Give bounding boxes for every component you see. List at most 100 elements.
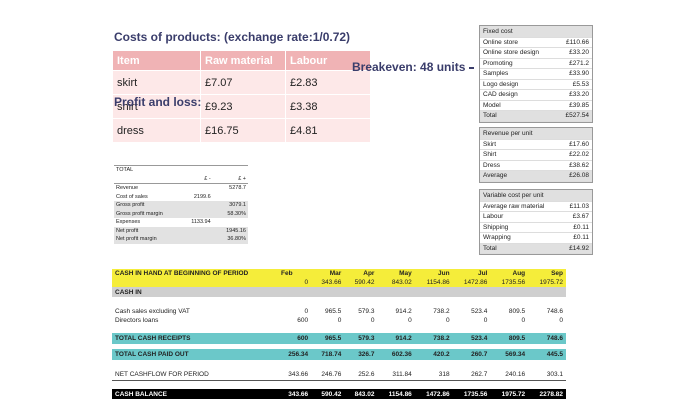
revenue-heading: Revenue per unit	[480, 128, 592, 140]
pl-label: Net profit margin	[114, 235, 178, 244]
revenue-label: Skirt	[480, 139, 541, 150]
fixed-cost-heading: Fixed cost	[480, 26, 592, 38]
month-apr: Apr	[344, 269, 378, 278]
sales-value: 579.3	[358, 308, 375, 315]
pl-plus: 58.30%	[212, 209, 248, 218]
net-cashflow-label: NET CASHFLOW FOR PERIOD	[112, 369, 278, 381]
sales-value: 809.5	[508, 308, 526, 315]
sales-value: 748.6	[546, 308, 563, 315]
receipts-value: 809.5	[490, 333, 529, 344]
net-value: 318	[414, 369, 453, 381]
pl-label: Revenue	[114, 183, 178, 193]
pl-minus	[178, 201, 213, 210]
receipts-value: 748.6	[528, 333, 566, 344]
blank-cell	[278, 287, 566, 297]
col-header-raw-material: Raw material	[200, 51, 286, 71]
pl-plus: 1945.16	[212, 226, 248, 235]
table-row: skirt £7.07 £2.83	[113, 70, 371, 95]
receipts-value: 914.2	[377, 333, 415, 344]
month-mar: Mar	[311, 269, 345, 278]
balance-value: 1735.56	[452, 389, 491, 399]
fixed-value: £33.20	[555, 47, 592, 59]
costs-title: Costs of products: (exchange rate:1/0.72…	[114, 30, 351, 44]
pl-plus	[213, 218, 248, 227]
cell-raw: £9.23	[200, 94, 286, 119]
variable-label: Average raw material	[480, 201, 561, 212]
balance-value: 1472.86	[414, 389, 453, 399]
revenue-per-unit-box: Revenue per unit Skirt £17.60 Shirt £22.02…	[479, 127, 593, 183]
opening-value: 1735.56	[490, 278, 529, 287]
paid-out-label: TOTAL CASH PAID OUT	[112, 349, 278, 360]
variable-value: £0.11	[560, 222, 592, 233]
variable-label: Labour	[480, 211, 561, 223]
fixed-label: Model	[480, 100, 556, 111]
balance-value: 343.66	[278, 389, 312, 399]
variable-value: £3.67	[560, 211, 592, 223]
loans-value: 0	[521, 317, 526, 324]
fixed-total-value: £527.54	[555, 110, 592, 122]
pl-header-blank	[178, 165, 213, 175]
pl-minus	[178, 183, 213, 193]
pl-plus: 36.80%	[212, 235, 248, 244]
cashflow-table: CASH IN HAND AT BEGINNING OF PERIOD Feb …	[112, 269, 566, 399]
fixed-value: £33.90	[555, 68, 592, 80]
loans-value: 0	[445, 317, 450, 324]
pl-plus	[213, 193, 248, 202]
paid-value: 256.34	[278, 349, 312, 360]
pl-label: Expenses	[116, 219, 141, 226]
revenue-value: £17.60	[540, 139, 592, 150]
pl-minus	[178, 235, 213, 244]
variable-heading: Variable cost per unit	[480, 190, 592, 202]
receipts-value: 965.5	[311, 333, 345, 344]
balance-value: 1975.72	[490, 389, 529, 399]
loans-value: 0	[337, 317, 342, 324]
revenue-label: Dress	[480, 160, 541, 171]
month-jun: Jun	[414, 269, 453, 278]
profit-and-loss-label: Profit and loss:	[114, 95, 202, 109]
paid-value: 569.34	[490, 349, 529, 360]
variable-total-label: Total	[480, 243, 561, 254]
spacer	[112, 360, 566, 369]
revenue-average-value: £26.08	[540, 170, 592, 182]
blank-cell	[112, 278, 278, 287]
spacer	[112, 325, 566, 333]
pl-header-minus: £ -	[204, 175, 211, 182]
paid-value: 602.36	[377, 349, 415, 360]
variable-total-value: £14.92	[560, 243, 592, 254]
pl-header-blank	[212, 165, 248, 175]
fixed-label: Promoting	[480, 58, 556, 69]
sales-value: 914.2	[395, 308, 412, 315]
fixed-label: Online store design	[480, 47, 556, 59]
balance-value: 1154.86	[377, 389, 415, 399]
net-value: 262.7	[452, 369, 491, 381]
variable-label: Shipping	[480, 222, 561, 233]
loans-value: 600	[297, 317, 309, 324]
fixed-label: Logo design	[480, 79, 556, 90]
sales-value: 965.5	[325, 308, 342, 315]
cash-balance-label: CASH BALANCE	[112, 389, 278, 399]
cell-item: skirt	[113, 70, 201, 95]
profit-loss-table: TOTAL £ - £ + Revenue 5278.7 Cost of sale…	[114, 165, 248, 244]
variable-label: Wrapping	[480, 232, 561, 244]
pl-plus: 5278.7	[212, 183, 248, 193]
revenue-value: £38.62	[540, 160, 592, 171]
paid-value: 445.5	[528, 349, 566, 360]
month-feb: Feb	[278, 269, 312, 278]
fixed-value: £110.66	[555, 37, 592, 48]
pl-label: Net profit	[114, 226, 178, 235]
pl-header-total: TOTAL	[114, 165, 178, 175]
cell-raw: £7.07	[200, 70, 286, 95]
pl-label: Cost of sales	[116, 193, 148, 200]
cell-labour: £3.38	[285, 94, 371, 119]
pl-minus: 2199.6	[193, 193, 211, 200]
fixed-value: £5.53	[555, 79, 592, 90]
loans-value: 0	[483, 317, 488, 324]
loans-value: 0	[408, 317, 412, 324]
month-may: May	[377, 269, 415, 278]
fixed-label: Samples	[480, 68, 556, 80]
balance-value: 843.02	[344, 389, 378, 399]
spacer	[112, 381, 566, 390]
month-jul: Jul	[452, 269, 491, 278]
col-header-item: Item	[113, 51, 201, 71]
paid-value: 260.7	[452, 349, 491, 360]
